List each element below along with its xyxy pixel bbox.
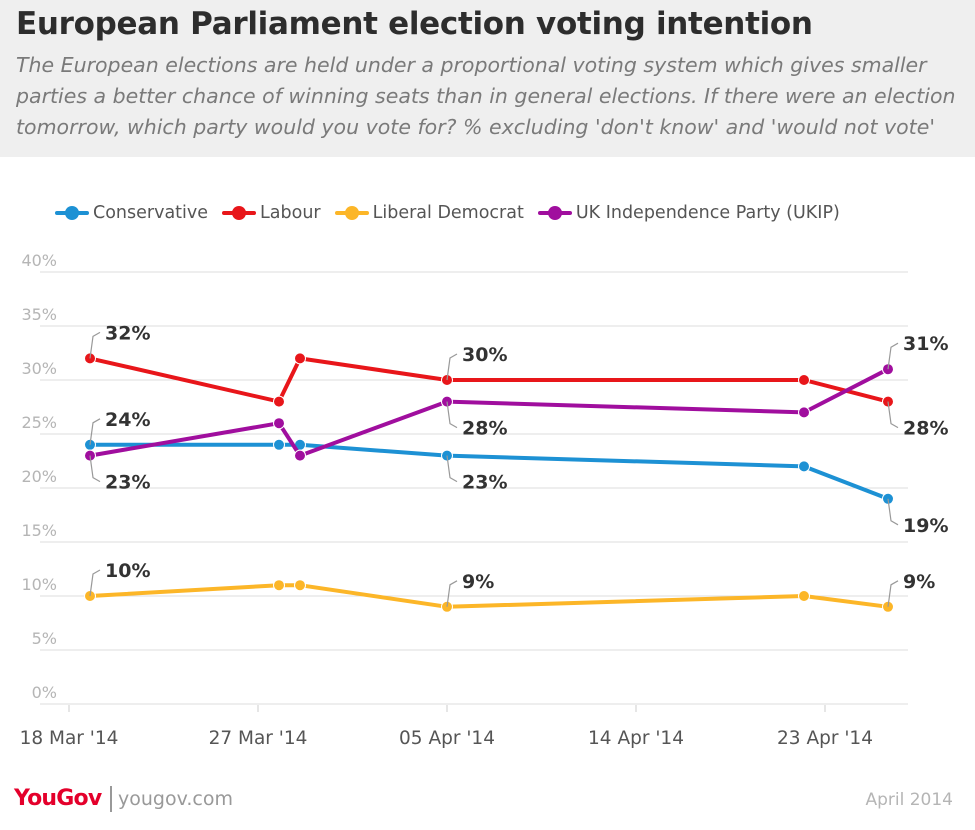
legend-item: Labour (222, 203, 321, 223)
data-label: 28% (903, 418, 948, 440)
data-point (798, 590, 810, 602)
y-tick-label: 20% (21, 467, 57, 486)
chart-subtitle: The European elections are held under a … (16, 53, 956, 139)
chart-header: European Parliament election voting inte… (0, 0, 975, 157)
x-tick-label: 27 Mar '14 (209, 728, 308, 749)
legend-swatch (537, 206, 572, 220)
annotation-leader (89, 569, 101, 597)
legend-label: Labour (260, 203, 321, 223)
chart-title: European Parliament election voting inte… (16, 6, 813, 42)
annotation-leader (89, 331, 101, 359)
data-point (273, 438, 285, 451)
x-tick-label: 23 Apr '14 (777, 728, 873, 749)
y-tick-label: 10% (21, 575, 57, 594)
footer-date: April 2014 (865, 790, 953, 810)
legend-item: Liberal Democrat (334, 203, 524, 223)
data-point (798, 374, 810, 386)
series-line-0 (88, 442, 890, 501)
data-label: 23% (105, 472, 150, 494)
data-label: 32% (105, 322, 150, 344)
y-tick-label: 30% (21, 359, 57, 378)
annotation-leader (887, 401, 899, 429)
footer-divider (110, 786, 112, 812)
annotation-leader (887, 342, 899, 370)
annotation-leader (446, 401, 458, 429)
annotation-leader (89, 418, 101, 445)
y-tick-label: 5% (32, 629, 57, 648)
data-point (273, 395, 285, 408)
annotation-leader (887, 498, 899, 526)
legend-label: Liberal Democrat (372, 203, 524, 223)
data-label: 19% (903, 515, 948, 537)
data-point (273, 417, 285, 430)
data-point (294, 579, 306, 592)
annotation-leader (89, 455, 101, 483)
legend-swatch (222, 206, 257, 220)
y-tick-label: 40% (21, 251, 57, 270)
footer-url: yougov.com (118, 788, 233, 810)
data-label: 24% (105, 409, 150, 431)
yougov-logo: YouGov (14, 786, 102, 811)
legend-swatch (334, 206, 369, 220)
legend-item: Conservative (55, 203, 208, 223)
annotation-leader (446, 580, 458, 607)
data-label: 31% (903, 333, 948, 355)
annotation-leader (446, 455, 458, 483)
y-tick-label: 25% (21, 413, 57, 432)
legend-item: UK Independence Party (UKIP) (537, 203, 840, 223)
annotation-leader (446, 353, 458, 381)
series-line-3 (88, 367, 890, 458)
data-point (294, 352, 306, 365)
data-label: 9% (903, 571, 935, 593)
y-tick-label: 15% (21, 521, 57, 540)
data-label: 23% (462, 472, 507, 494)
data-label: 28% (462, 418, 507, 440)
x-tick-label: 14 Apr '14 (588, 728, 684, 749)
x-tick-label: 05 Apr '14 (399, 728, 495, 749)
data-point (798, 460, 810, 473)
data-label: 10% (105, 560, 150, 582)
legend-label: UK Independence Party (UKIP) (575, 203, 840, 223)
chart-legend: Conservative Labour Liberal Democrat UK Ind… (55, 200, 854, 226)
data-point (273, 579, 285, 592)
x-tick-label: 18 Mar '14 (20, 728, 119, 749)
legend-swatch (55, 206, 89, 220)
y-tick-label: 0% (32, 683, 57, 702)
data-point (294, 449, 306, 462)
series-line-2 (88, 583, 890, 609)
series-line-1 (88, 356, 890, 404)
data-label: 30% (462, 344, 507, 366)
data-point (798, 406, 810, 419)
y-tick-label: 35% (21, 305, 57, 324)
data-label: 9% (462, 571, 494, 593)
annotation-leader (887, 580, 899, 607)
legend-label: Conservative (93, 203, 209, 223)
